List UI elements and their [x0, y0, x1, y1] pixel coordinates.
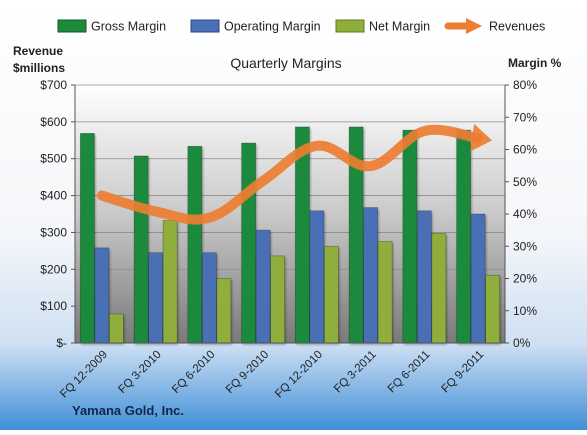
left-tick-label: $200 — [40, 262, 67, 276]
bar-net-margin — [216, 278, 232, 344]
right-tick-label: 50% — [513, 175, 537, 189]
chart-title: Quarterly Margins — [230, 55, 341, 71]
left-tick-label: $- — [56, 336, 67, 350]
bars — [80, 126, 500, 344]
left-tick-label: $400 — [40, 189, 67, 203]
legend-label-operating-margin: Operating Margin — [224, 20, 321, 34]
revenue-line — [96, 124, 484, 225]
left-tick-label: $700 — [40, 78, 67, 92]
legend-item-revenues: Revenues — [444, 18, 545, 34]
left-axis-title-line2: $millions — [13, 61, 65, 75]
bar-net-margin — [270, 255, 285, 344]
bar-net-margin — [485, 274, 500, 344]
bar-net-margin — [109, 313, 124, 344]
bar-net-margin — [377, 241, 393, 344]
revenue-line-layer — [96, 123, 492, 225]
bar-operating-margin — [202, 252, 217, 344]
legend-item-net-margin: Net Margin — [335, 19, 430, 34]
right-axis-title: Margin % — [508, 56, 562, 70]
legend: Gross Margin Operating Margin Net Margin… — [57, 18, 545, 34]
bar-operating-margin — [417, 210, 432, 344]
bar-net-margin — [431, 233, 447, 344]
right-tick-label: 70% — [513, 110, 537, 124]
left-tick-label: $100 — [40, 299, 67, 313]
bar-operating-margin — [94, 247, 110, 344]
legend-item-gross-margin: Gross Margin — [57, 19, 166, 34]
bar-gross-margin — [187, 145, 203, 344]
left-axis-title-line1: Revenue — [13, 44, 63, 58]
bar-gross-margin — [241, 142, 256, 344]
left-tick-label: $500 — [40, 152, 67, 166]
bar-operating-margin — [255, 229, 271, 344]
company-name: Yamana Gold, Inc. — [72, 403, 184, 418]
revenue-arrowhead — [470, 123, 492, 152]
bar-gross-margin — [402, 129, 418, 344]
right-tick-label: 20% — [513, 272, 537, 286]
legend-label-net-margin: Net Margin — [369, 20, 430, 34]
right-tick-label: 30% — [513, 239, 537, 253]
bar-operating-margin — [470, 213, 486, 344]
bar-operating-margin — [363, 207, 378, 344]
bar-gross-margin — [133, 155, 149, 344]
bar-operating-margin — [309, 210, 325, 344]
bar-net-margin — [162, 220, 178, 344]
legend-label-gross-margin: Gross Margin — [91, 20, 166, 34]
right-tick-label: 40% — [513, 207, 537, 221]
bar-gross-margin — [80, 133, 95, 344]
bar-gross-margin — [456, 129, 471, 344]
right-tick-label: 10% — [513, 304, 537, 318]
legend-swatch-gross-margin — [57, 19, 87, 33]
legend-swatch-operating-margin — [190, 19, 220, 33]
legend-label-revenues: Revenues — [489, 20, 545, 34]
right-tick-label: 80% — [513, 78, 537, 92]
bar-operating-margin — [148, 252, 163, 344]
left-tick-label: $300 — [40, 225, 67, 239]
legend-item-operating-margin: Operating Margin — [190, 19, 321, 34]
bar-net-margin — [324, 245, 339, 344]
left-tick-label: $600 — [40, 115, 67, 129]
right-tick-label: 0% — [513, 336, 531, 350]
legend-swatch-net-margin — [335, 19, 365, 33]
legend-arrowhead-revenues — [466, 18, 482, 34]
right-tick-label: 60% — [513, 143, 537, 157]
